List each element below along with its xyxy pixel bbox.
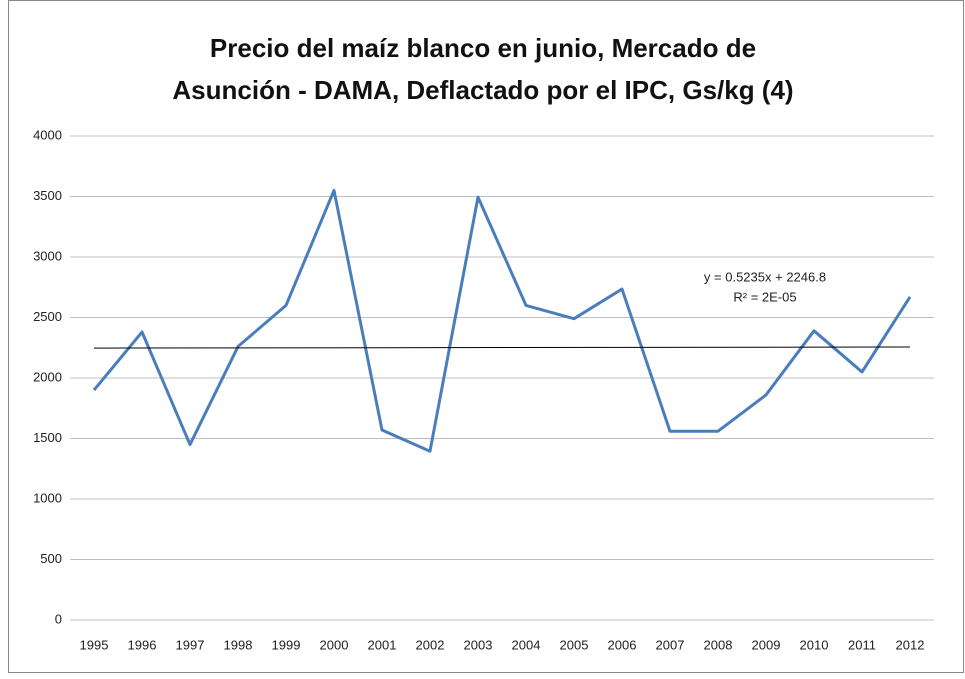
y-tick-label: 1000 (33, 490, 62, 505)
y-tick-label: 4000 (33, 127, 62, 142)
chart-title: Asunción - DAMA, Deflactado por el IPC, … (172, 75, 793, 105)
line-series (92, 188, 912, 453)
y-tick-label: 500 (40, 551, 62, 566)
x-tick-label: 2007 (656, 637, 685, 652)
chart-frame (8, 0, 964, 673)
x-tick-label: 2004 (512, 637, 541, 652)
y-tick-label: 1500 (33, 430, 62, 445)
x-tick-label: 2010 (800, 637, 829, 652)
x-tick-label: 2000 (320, 637, 349, 652)
x-tick-label: 2008 (704, 637, 733, 652)
y-tick-label: 2000 (33, 369, 62, 384)
y-tick-label: 0 (55, 611, 62, 626)
x-tick-label: 2001 (368, 637, 397, 652)
x-tick-label: 2009 (752, 637, 781, 652)
x-tick-label: 1999 (272, 637, 301, 652)
x-tick-label: 2003 (464, 637, 493, 652)
y-tick-label: 3500 (33, 188, 62, 203)
trend-equation: y = 0.5235x + 2246.8 (704, 269, 826, 284)
x-tick-label: 2006 (608, 637, 637, 652)
x-tick-label: 1997 (176, 637, 205, 652)
x-tick-label: 2012 (896, 637, 925, 652)
trend-r2: R² = 2E-05 (733, 289, 796, 304)
chart-title: Precio del maíz blanco en junio, Mercado… (210, 33, 756, 63)
x-tick-label: 2002 (416, 637, 445, 652)
x-tick-label: 1996 (128, 637, 157, 652)
x-tick-label: 1998 (224, 637, 253, 652)
trendline (93, 346, 911, 349)
x-tick-label: 1995 (80, 637, 109, 652)
y-tick-label: 3000 (33, 248, 62, 263)
x-tick-label: 2005 (560, 637, 589, 652)
x-tick-label: 2011 (848, 637, 876, 652)
y-tick-label: 2500 (33, 309, 62, 324)
